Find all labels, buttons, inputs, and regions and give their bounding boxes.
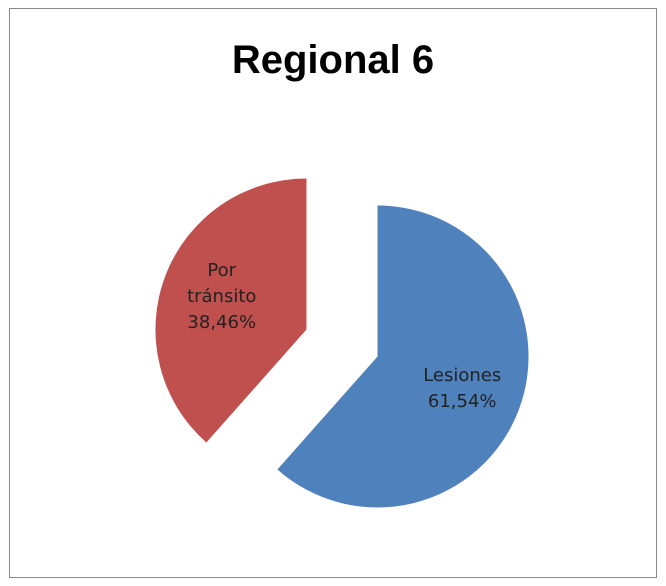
pie-slice — [155, 178, 307, 443]
slice-label: Lesiones 61,54% — [416, 363, 508, 415]
slice-value: 38,46% — [187, 312, 257, 334]
chart-title: Regional 6 — [231, 38, 435, 82]
pie-slice — [277, 205, 529, 508]
slice-category: Por tránsito — [187, 260, 257, 308]
slice-label: Por tránsito 38,46% — [176, 258, 268, 336]
slice-category: Lesiones — [423, 364, 502, 386]
pie — [155, 178, 529, 508]
slice-value: 61,54% — [427, 390, 497, 412]
